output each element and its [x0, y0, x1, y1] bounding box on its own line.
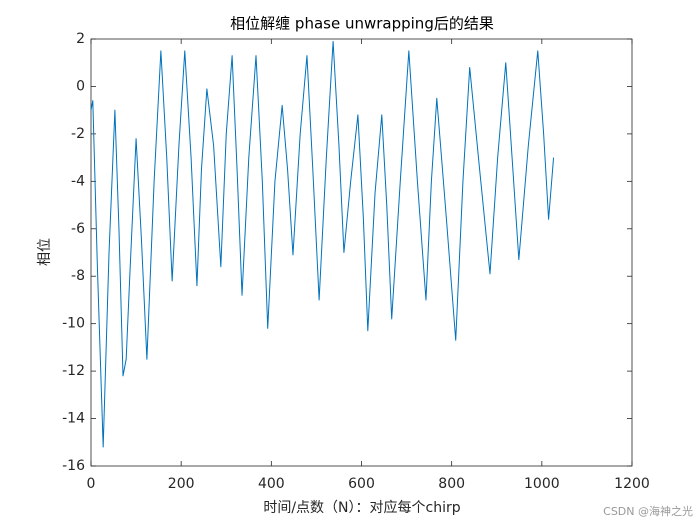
x-axis-label: 时间/点数（N）：对应每个chirp — [263, 499, 460, 516]
watermark: CSDN @海神之光 — [603, 504, 693, 518]
y-tick-label: -10 — [62, 316, 85, 332]
plot-area — [90, 38, 633, 467]
y-tick-label: -16 — [62, 458, 85, 474]
x-tick-label: 200 — [168, 476, 195, 492]
data-line — [90, 40, 555, 448]
x-tick-label: 1200 — [614, 476, 650, 492]
x-tick-label: 1000 — [524, 476, 560, 492]
x-tick-label: 600 — [348, 476, 375, 492]
y-tick-label: -14 — [62, 411, 85, 427]
y-tick-label: -12 — [62, 363, 85, 379]
x-tick-label: 400 — [258, 476, 285, 492]
y-tick-label: -4 — [71, 173, 85, 189]
y-tick-label: -6 — [71, 221, 85, 237]
y-tick-label: 0 — [76, 78, 85, 94]
y-tick-label: 2 — [76, 31, 85, 47]
y-tick-label: -2 — [71, 126, 85, 142]
x-tick-label: 0 — [87, 476, 96, 492]
x-tick-label: 800 — [438, 476, 465, 492]
chart-title: 相位解缠 phase unwrapping后的结果 — [230, 15, 494, 33]
y-tick-label: -8 — [71, 268, 85, 284]
y-axis-label: 相位 — [37, 238, 53, 266]
